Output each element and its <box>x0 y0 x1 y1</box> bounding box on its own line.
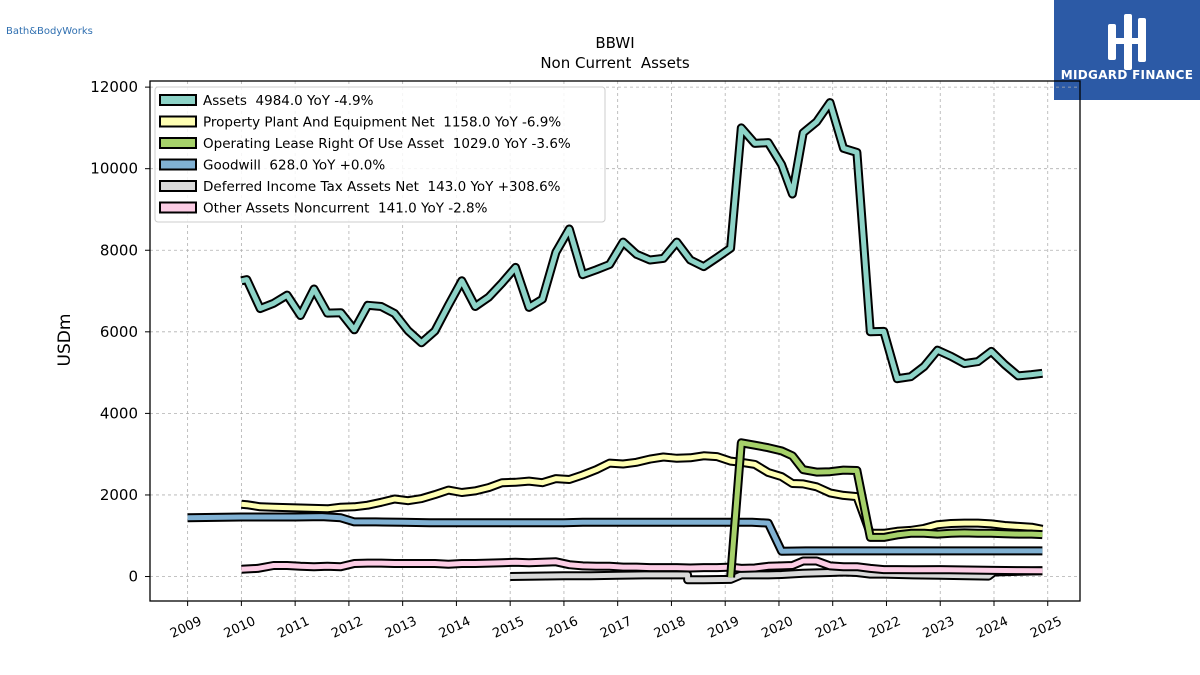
series-line-fill <box>510 568 1043 583</box>
grid <box>150 81 1080 601</box>
legend-label: Operating Lease Right Of Use Asset 1029.… <box>203 136 571 152</box>
series-lines <box>187 98 1044 585</box>
x-tick-label: 2018 <box>652 614 688 642</box>
y-tick-label: 0 <box>128 568 138 586</box>
x-axis-ticks: 2009 2010 2011 2012 2013 2014 2015 2016 2017 2018… <box>168 601 1064 642</box>
x-tick-label: 2011 <box>275 614 311 642</box>
y-tick-label: 2000 <box>100 486 138 504</box>
y-tick-label: 10000 <box>90 160 138 178</box>
legend-swatch <box>159 115 197 128</box>
x-tick-label: 2010 <box>222 614 258 642</box>
series-line <box>240 98 1043 384</box>
x-tick-label: 2020 <box>759 614 795 642</box>
legend-label: Property Plant And Equipment Net 1158.0 … <box>203 115 561 131</box>
x-tick-label: 2019 <box>706 614 742 642</box>
brand-logo: MIDGARD FINANCE <box>1054 0 1200 100</box>
plot-frame <box>149 80 1081 602</box>
series-line <box>510 566 1043 585</box>
x-tick-label: 2023 <box>921 614 957 642</box>
legend-swatch <box>159 158 197 171</box>
x-tick-label: 2015 <box>491 614 527 642</box>
y-axis-ticks: 0 2000 4000 6000 8000 10000 12000 <box>90 78 150 586</box>
x-tick-label: 2021 <box>813 614 849 642</box>
x-tick-label: 2022 <box>867 614 903 642</box>
x-tick-label: 2014 <box>437 614 473 642</box>
legend-swatch <box>159 137 197 149</box>
legend-label: Other Assets Noncurrent 141.0 YoY -2.8% <box>203 201 488 217</box>
x-tick-label: 2025 <box>1028 614 1064 642</box>
series-line-fill <box>240 100 1043 382</box>
series-line-fill <box>728 440 1043 578</box>
legend-swatch <box>159 94 197 106</box>
legend: Assets 4984.0 YoY -4.9% Property Plant An… <box>154 86 606 223</box>
legend-label: Goodwill 628.0 YoY +0.0% <box>203 158 385 174</box>
x-tick-label: 2013 <box>383 614 419 642</box>
midgard-logo-icon <box>1108 14 1146 70</box>
x-tick-label: 2012 <box>329 614 365 642</box>
x-tick-label: 2016 <box>544 614 580 642</box>
y-tick-label: 8000 <box>100 241 138 259</box>
legend-swatch <box>159 201 197 214</box>
x-tick-label: 2009 <box>168 614 204 642</box>
series-line <box>241 556 1043 576</box>
x-tick-label: 2024 <box>974 614 1010 642</box>
y-tick-label: 6000 <box>100 323 138 341</box>
legend-swatch <box>159 180 197 192</box>
y-axis-label: USDm <box>55 314 75 367</box>
legend-box <box>154 86 606 223</box>
company-logo: Bath&BodyWorks <box>6 26 93 37</box>
chart-title: BBWI <box>595 34 634 52</box>
series-line-fill <box>187 514 1043 554</box>
legend-label: Deferred Income Tax Assets Net 143.0 YoY… <box>203 179 561 195</box>
legend-label: Assets 4984.0 YoY -4.9% <box>203 93 374 109</box>
x-tick-label: 2017 <box>598 614 634 642</box>
chart-subtitle: Non Current Assets <box>540 54 690 72</box>
series-line-fill <box>241 558 1043 574</box>
brand-name: MIDGARD FINANCE <box>1060 68 1194 82</box>
y-tick-label: 4000 <box>100 404 138 422</box>
series-line <box>187 512 1043 556</box>
series-line <box>726 438 1043 578</box>
y-tick-label: 12000 <box>90 78 138 96</box>
